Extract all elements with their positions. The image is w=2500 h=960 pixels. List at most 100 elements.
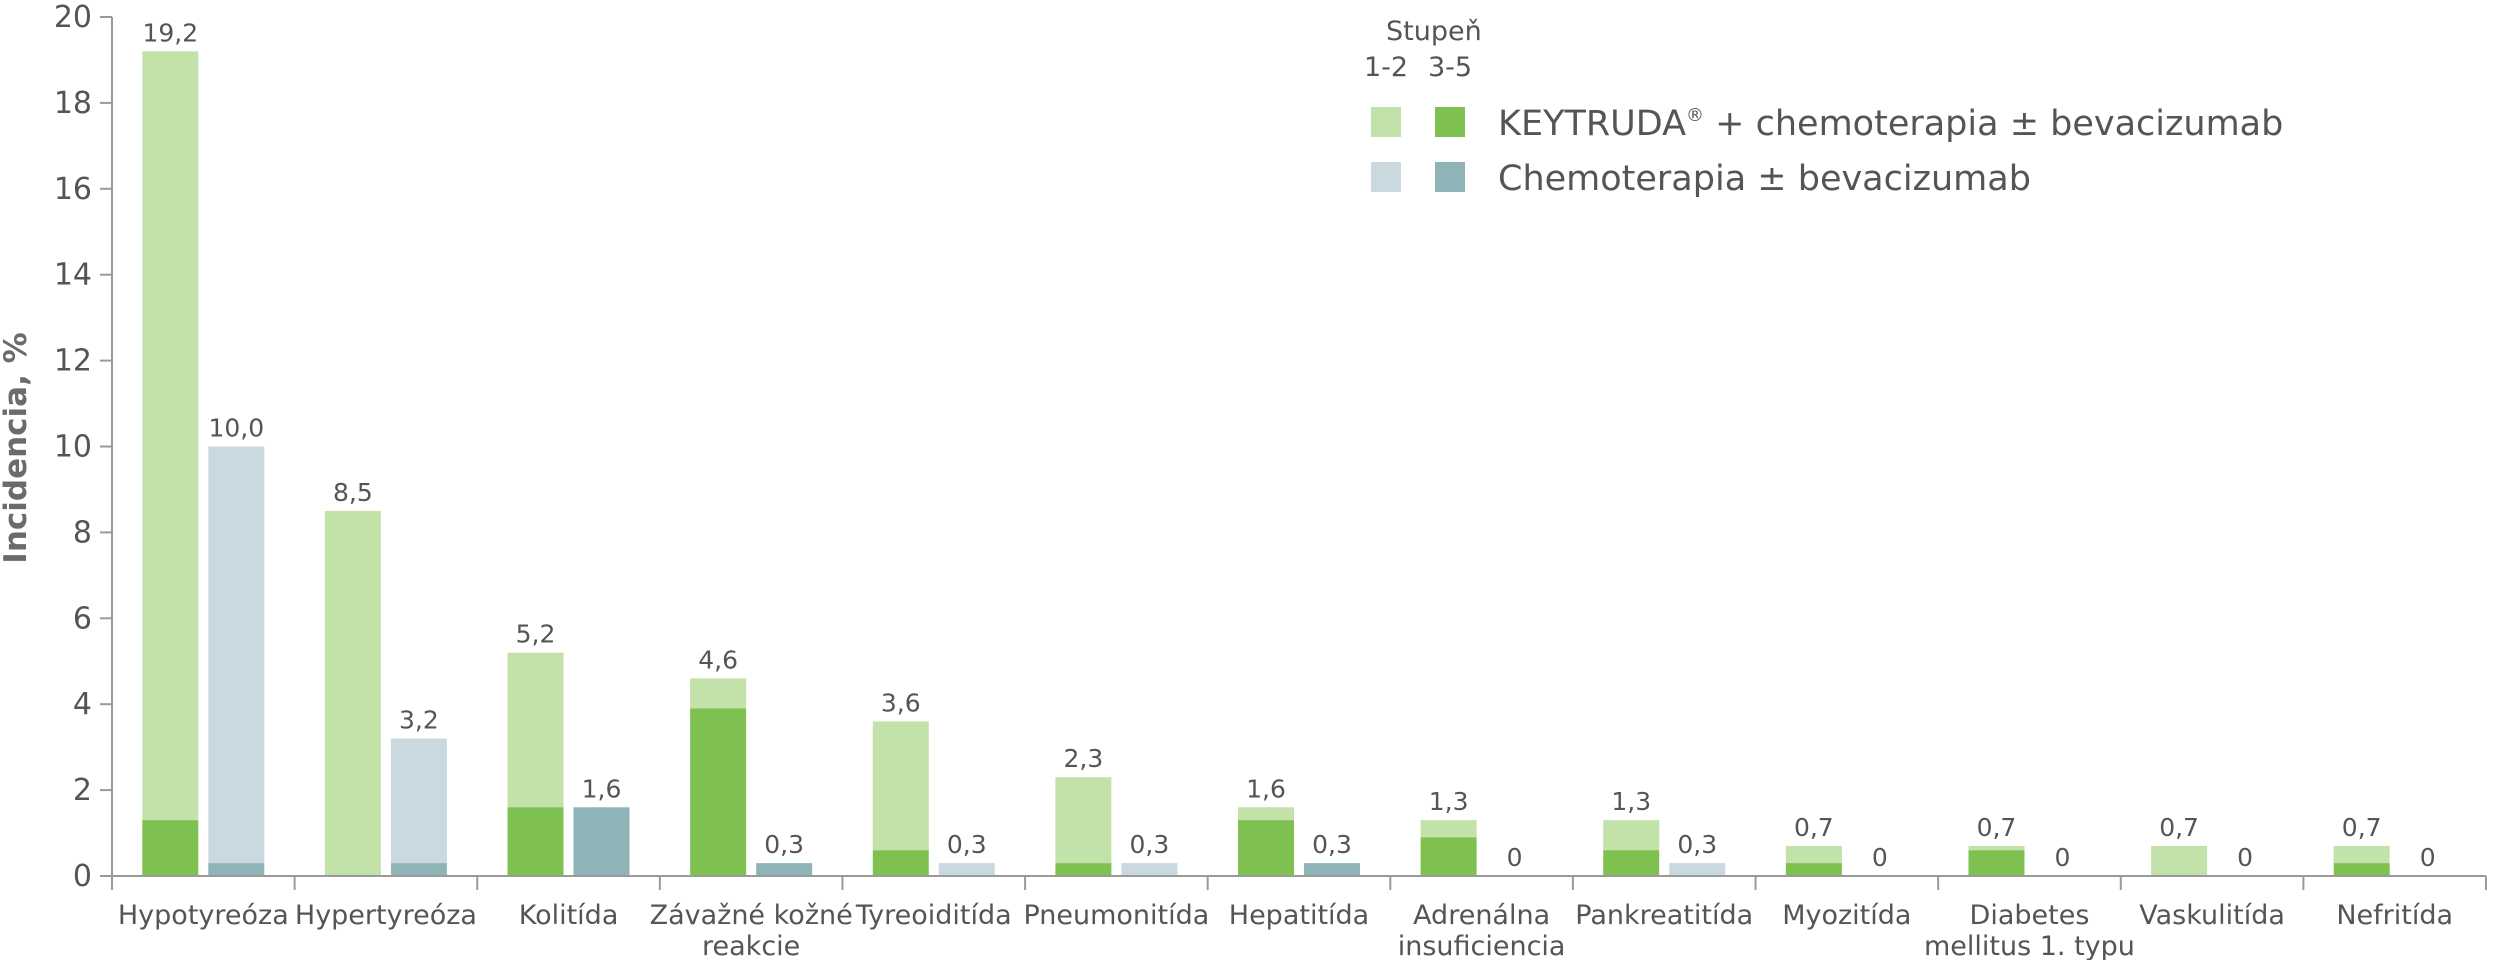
y-tick-label: 8 bbox=[73, 515, 92, 550]
legend-grade-1-2-label: 1-2 bbox=[1364, 52, 1408, 83]
y-axis: 0 2 4 6 8 10 12 14 16 18 20 bbox=[54, 0, 113, 894]
bar-grade-3-5-series-1 bbox=[1238, 820, 1294, 876]
value-label-series-1: 0,7 bbox=[1794, 813, 1834, 842]
bar-grade-1-2-series-1 bbox=[1968, 845, 2025, 851]
legend-title: Stupeň bbox=[1386, 16, 1482, 47]
x-category-label: Diabetes mellitus 1. typu bbox=[1924, 900, 2135, 960]
bar-grade-3-5-series-1 bbox=[1603, 850, 1660, 876]
bar-grade-3-5-series-1 bbox=[142, 820, 199, 876]
bar-grade-3-5-series-2 bbox=[1304, 863, 1360, 876]
x-category-label: Hypertyreóza bbox=[295, 900, 477, 931]
y-tick-label: 2 bbox=[73, 773, 92, 808]
bar-grade-1-2-series-2 bbox=[208, 446, 265, 864]
value-label-series-2: 0 bbox=[2420, 843, 2436, 872]
bars: 19,2 10,0 8,5 3,2 5,2 1,6 4,6 0,3 3,6 0,3 2,3 0,3 1,… bbox=[142, 18, 2436, 876]
bar-grade-1-2-series-2 bbox=[390, 738, 447, 864]
legend-swatch-grade-1-2 bbox=[1371, 107, 1401, 137]
x-category-label-line: insuficiencia bbox=[1398, 931, 1566, 960]
legend-swatch-grade-1-2 bbox=[1371, 162, 1401, 192]
value-label-series-2: 0,3 bbox=[764, 830, 804, 859]
value-label-series-2: 0,3 bbox=[1677, 830, 1717, 859]
x-axis: Hypotyreóza Hypertyreóza Kolitída Závažné k… bbox=[111, 875, 2487, 960]
bar-grade-3-5-series-1 bbox=[2333, 863, 2390, 876]
value-label-series-1: 8,5 bbox=[333, 478, 373, 507]
x-category-label-line: Vaskulitída bbox=[2139, 900, 2285, 931]
x-category-label: Závažné kožné reakcie bbox=[650, 900, 853, 960]
value-label-series-2: 0,3 bbox=[1312, 830, 1352, 859]
value-label-series-2: 0,3 bbox=[1130, 830, 1170, 859]
x-category-label-line: Pankreatitída bbox=[1575, 900, 1753, 931]
y-tick-label: 16 bbox=[54, 172, 92, 207]
bar-grade-3-5-series-1 bbox=[1785, 863, 1842, 876]
bar-grade-3-5-series-2 bbox=[208, 863, 265, 876]
bar-grade-1-2-series-1 bbox=[142, 51, 199, 821]
x-category-label: Pankreatitída bbox=[1575, 900, 1753, 931]
value-label-series-1: 3,6 bbox=[881, 688, 921, 717]
value-label-series-2: 3,2 bbox=[399, 706, 439, 735]
bar-grade-1-2-series-1 bbox=[1785, 845, 1842, 864]
x-category-label-line: Kolitída bbox=[519, 900, 619, 931]
x-category-label-line: Hypotyreóza bbox=[118, 900, 289, 931]
value-label-series-2: 10,0 bbox=[208, 414, 264, 443]
value-label-series-1: 19,2 bbox=[142, 18, 198, 47]
legend-swatch-grade-3-5 bbox=[1435, 162, 1465, 192]
bar-grade-1-2-series-1 bbox=[507, 652, 564, 808]
value-label-series-1: 5,2 bbox=[516, 620, 556, 649]
bar-grade-3-5-series-1 bbox=[872, 850, 929, 876]
bar-grade-1-2-series-2 bbox=[938, 863, 995, 876]
bar-grade-3-5-series-1 bbox=[690, 708, 747, 876]
value-label-series-1: 0,7 bbox=[2342, 813, 2382, 842]
y-tick-label: 14 bbox=[54, 258, 92, 293]
bar-grade-1-2-series-1 bbox=[690, 678, 747, 709]
x-category-label-line: Hepatitída bbox=[1229, 900, 1369, 931]
x-category-label-line: reakcie bbox=[702, 931, 800, 960]
bar-grade-3-5-series-2 bbox=[573, 807, 630, 876]
x-category-label: Tyreoiditída bbox=[855, 900, 1012, 931]
legend-entry-label: Chemoterapia ± bevacizumab bbox=[1498, 159, 2031, 199]
x-category-label-line: Tyreoiditída bbox=[855, 900, 1012, 931]
bar-grade-1-2-series-1 bbox=[2151, 845, 2208, 876]
value-label-series-2: 1,6 bbox=[582, 774, 622, 803]
value-label-series-2: 0 bbox=[1507, 843, 1523, 872]
value-label-series-1: 1,3 bbox=[1611, 787, 1651, 816]
value-label-series-1: 1,3 bbox=[1429, 787, 1469, 816]
y-tick-label: 18 bbox=[54, 86, 92, 121]
x-category-label: Pneumonitída bbox=[1023, 900, 1209, 931]
legend-grade-3-5-label: 3-5 bbox=[1428, 52, 1472, 83]
x-category-label: Hepatitída bbox=[1229, 900, 1369, 931]
value-label-series-1: 0,7 bbox=[2159, 813, 2199, 842]
value-label-series-1: 0,7 bbox=[1977, 813, 2017, 842]
x-category-label-line: mellitus 1. typu bbox=[1924, 931, 2135, 960]
bar-grade-3-5-series-1 bbox=[1420, 837, 1477, 876]
bar-grade-1-2-series-1 bbox=[2333, 845, 2390, 864]
x-category-label-line: Hypertyreóza bbox=[295, 900, 477, 931]
y-tick-label: 10 bbox=[54, 430, 92, 465]
x-category-label-line: Diabetes bbox=[1970, 900, 2090, 931]
legend-swatch-grade-3-5 bbox=[1435, 107, 1465, 137]
x-category-label: Hypotyreóza bbox=[118, 900, 289, 931]
bar-grade-1-2-series-1 bbox=[324, 510, 381, 876]
y-tick-label: 6 bbox=[73, 601, 92, 636]
value-label-series-1: 1,6 bbox=[1246, 774, 1286, 803]
legend-entry-sup: ® bbox=[1686, 105, 1704, 126]
value-label-series-2: 0 bbox=[2237, 843, 2253, 872]
x-category-label-line: Pneumonitída bbox=[1023, 900, 1209, 931]
bar-grade-3-5-series-2 bbox=[390, 863, 447, 876]
bar-grade-1-2-series-1 bbox=[872, 721, 929, 851]
value-label-series-2: 0 bbox=[2055, 843, 2071, 872]
y-tick-label: 0 bbox=[73, 859, 92, 894]
legend-entry-rest: + chemoterapia ± bevacizumab bbox=[1704, 104, 2283, 144]
x-category-label: Kolitída bbox=[519, 900, 619, 931]
x-category-label: Nefritída bbox=[2336, 900, 2453, 931]
bar-grade-1-2-series-1 bbox=[1420, 820, 1477, 838]
x-category-label-line: Adrenálna bbox=[1413, 900, 1550, 931]
y-axis-title: Incidencia, % bbox=[0, 332, 34, 563]
legend-entry-main: Chemoterapia ± bevacizumab bbox=[1498, 159, 2031, 199]
value-label-series-2: 0,3 bbox=[947, 830, 987, 859]
x-category-label: Adrenálna insuficiencia bbox=[1398, 900, 1566, 960]
bar-grade-3-5-series-1 bbox=[507, 807, 564, 876]
value-label-series-2: 0 bbox=[1872, 843, 1888, 872]
y-tick-label: 12 bbox=[54, 344, 92, 379]
value-label-series-1: 4,6 bbox=[698, 645, 738, 674]
